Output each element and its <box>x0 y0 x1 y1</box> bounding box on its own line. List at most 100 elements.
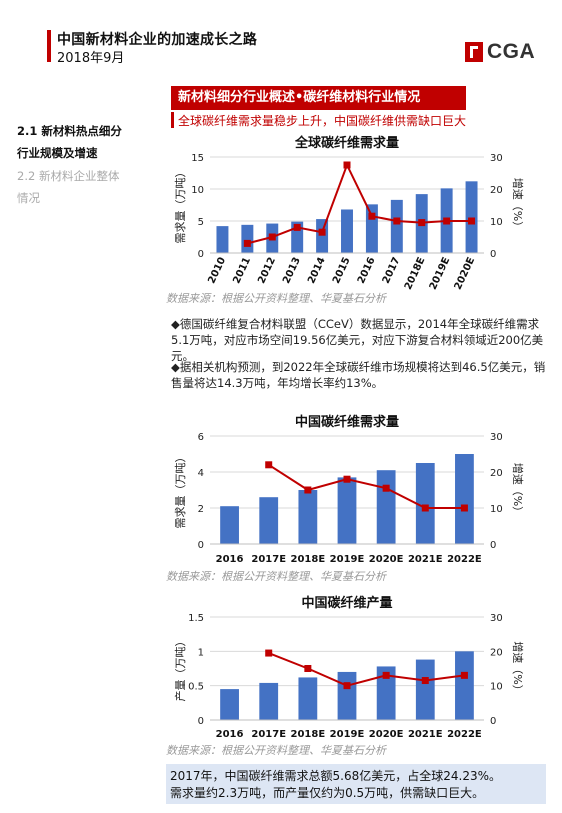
x-tick-label: 2013 <box>281 256 303 286</box>
growth-point <box>293 223 301 231</box>
growth-point <box>443 217 451 225</box>
growth-point <box>343 682 351 690</box>
x-tick-label: 2016 <box>356 256 378 286</box>
header-accent-bar <box>47 30 51 62</box>
y2-axis-label: 增速（%） <box>511 641 525 695</box>
cga-logo: CGA <box>465 40 545 66</box>
y2-tick-label: 20 <box>490 185 503 196</box>
growth-point <box>343 161 351 169</box>
y-tick-label: 1 <box>198 647 204 658</box>
x-tick-label: 2021E <box>408 729 443 740</box>
page-date: 2018年9月 <box>57 51 125 66</box>
nav-item-2-2-line1: 2.2 新材料企业整体 <box>17 169 120 183</box>
growth-point <box>393 217 401 225</box>
x-tick-label: 2011 <box>231 256 253 286</box>
summary-box: 2017年，中国碳纤维需求总额5.68亿美元，占全球24.23%。 需求量约2.… <box>166 764 546 804</box>
y-tick-label: 0 <box>198 716 204 727</box>
y2-tick-label: 20 <box>490 468 503 479</box>
x-tick-label: 2010 <box>206 256 228 286</box>
growth-point <box>382 484 390 492</box>
y2-tick-label: 20 <box>490 647 503 658</box>
growth-point <box>460 671 468 679</box>
chart-china-output: 中国碳纤维产量 0 0.5 1 1.5 0 10 20 30 产量（万吨） 增速（%） 2016 201… <box>166 593 546 741</box>
x-tick-label: 2014 <box>306 256 328 286</box>
y2-tick-label: 10 <box>490 504 503 515</box>
y-tick-label: 2 <box>198 504 204 515</box>
logo-mark-icon <box>465 42 483 62</box>
bar <box>455 454 474 544</box>
bar <box>298 490 318 544</box>
y-tick-label: 0.5 <box>188 682 204 693</box>
growth-point <box>421 504 429 512</box>
y2-tick-label: 10 <box>490 217 503 228</box>
bar <box>376 470 396 544</box>
y2-tick-label: 30 <box>490 613 503 624</box>
y-tick-label: 4 <box>198 468 204 479</box>
y2-tick-label: 10 <box>490 682 503 693</box>
bar <box>341 209 353 253</box>
nav-item-2-2[interactable]: 2.2 新材料企业整体 情况 <box>17 165 119 209</box>
y-axis-label: 产量（万吨） <box>173 636 187 702</box>
bar <box>465 181 478 253</box>
y-tick-label: 10 <box>191 185 204 196</box>
growth-point <box>268 233 276 241</box>
x-tick-label: 2018E <box>291 729 326 740</box>
bar <box>415 659 435 720</box>
x-tick-label: 2020E <box>369 729 404 740</box>
growth-point <box>304 665 312 672</box>
y2-tick-label: 0 <box>490 716 496 727</box>
y2-axis-label: 增速（%） <box>511 178 525 232</box>
chart-china-demand: 中国碳纤维需求量 0 2 4 6 0 10 20 30 需求量（万吨） 增速（%） 2016 2017E… <box>166 412 546 567</box>
growth-point <box>418 219 426 227</box>
bar <box>337 671 357 720</box>
chart-china-output-source: 数据来源：根据公开资料整理、华夏基石分析 <box>166 744 386 757</box>
chart-title: 中国碳纤维需求量 <box>295 414 399 430</box>
x-tick-label: 2022E <box>447 554 482 565</box>
x-tick-label: 2020E <box>453 255 478 291</box>
section-subtitle-accent <box>171 112 174 128</box>
x-tick-label: 2016 <box>216 554 244 565</box>
bullet-forecast: ◆据相关机构预测，到2022年全球碳纤维市场规模将达到46.5亿美元，销售量将达… <box>171 360 546 390</box>
bar <box>365 204 378 253</box>
growth-point <box>460 504 468 512</box>
x-tick-label: 2012 <box>256 256 278 286</box>
chart-title: 中国碳纤维产量 <box>301 595 392 611</box>
chart-global-demand-source: 数据来源：根据公开资料整理、华夏基石分析 <box>166 292 386 305</box>
y2-tick-label: 0 <box>490 540 496 551</box>
bar <box>241 224 254 253</box>
growth-point <box>382 671 390 679</box>
bar <box>390 199 403 253</box>
x-tick-label: 2022E <box>447 729 482 740</box>
bar <box>415 463 435 544</box>
bar <box>220 689 239 720</box>
bar <box>298 677 318 720</box>
chart-china-demand-source: 数据来源：根据公开资料整理、华夏基石分析 <box>166 570 386 583</box>
growth-point <box>265 461 273 469</box>
y2-tick-label: 0 <box>490 249 496 260</box>
chart-china-output-svg: 中国碳纤维产量 0 0.5 1 1.5 0 10 20 30 产量（万吨） 增速（%） 2016 201… <box>173 595 525 740</box>
x-tick-label: 2015 <box>331 256 353 286</box>
growth-point <box>243 239 251 247</box>
x-tick-label: 2019E <box>428 255 453 291</box>
growth-point <box>318 228 326 236</box>
chart-china-demand-svg: 中国碳纤维需求量 0 2 4 6 0 10 20 30 需求量（万吨） 增速（%） 2016 2017E… <box>174 414 525 565</box>
x-tick-label: 2019E <box>330 729 365 740</box>
section-title: 新材料细分行业概述•碳纤维材料行业情况 <box>171 86 466 110</box>
x-tick-label: 2020E <box>369 554 404 565</box>
growth-point <box>265 649 273 657</box>
nav-item-2-1[interactable]: 2.1 新材料热点细分 行业规模及增速 <box>17 120 122 164</box>
x-tick-label: 2016 <box>216 729 244 740</box>
x-tick-label: 2017 <box>381 256 403 286</box>
growth-line <box>268 463 465 509</box>
x-tick-label: 2019E <box>330 554 365 565</box>
y2-tick-label: 30 <box>490 153 503 164</box>
y-tick-label: 15 <box>191 153 204 164</box>
summary-line2: 需求量约2.3万吨，而产量仅约为0.5万吨，供需缺口巨大。 <box>170 786 485 800</box>
growth-point <box>421 677 429 685</box>
y-tick-label: 6 <box>198 432 204 443</box>
bar <box>216 226 229 253</box>
y-axis-label: 需求量（万吨） <box>174 452 187 529</box>
y2-axis-label: 增速（%） <box>511 463 525 517</box>
section-subtitle: 全球碳纤维需求量稳步上升，中国碳纤维供需缺口巨大 <box>178 114 467 128</box>
